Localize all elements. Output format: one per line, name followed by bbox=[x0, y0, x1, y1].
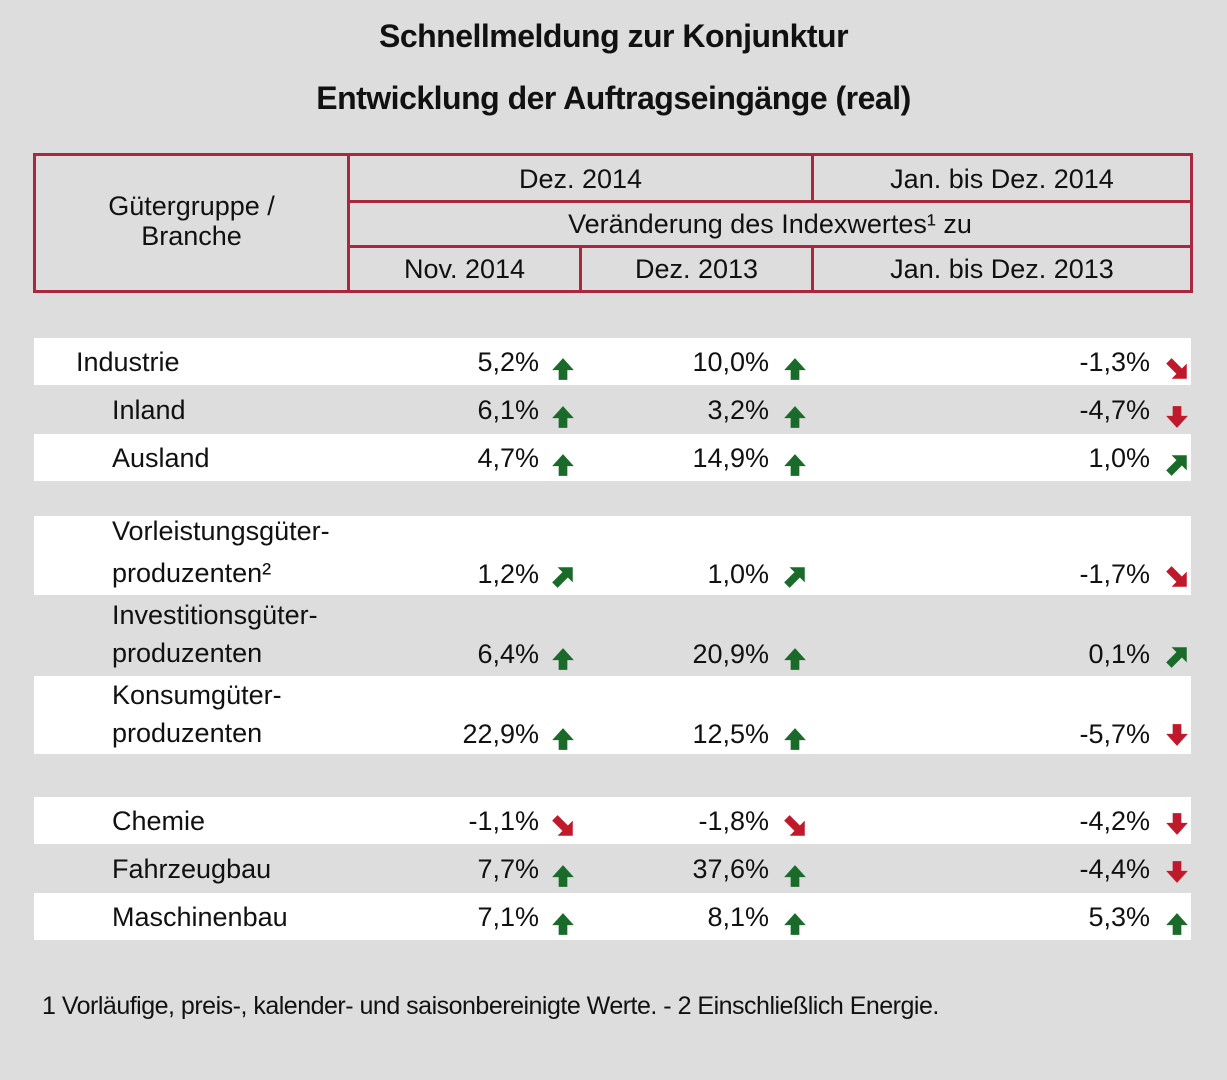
value-nov-2014: 7,7% bbox=[477, 854, 539, 884]
value-nov-2014: -1,1% bbox=[468, 806, 539, 836]
trend-up-icon bbox=[552, 913, 574, 935]
trend-down-icon bbox=[1166, 724, 1188, 746]
table-row: Industrie 5,2% 10,0% -1,3% bbox=[34, 338, 1191, 385]
page-subtitle: Entwicklung der Auftragseingänge (real) bbox=[316, 80, 911, 116]
table-header: Gütergruppe / Branche Dez. 2014 Jan. bis… bbox=[33, 153, 1193, 293]
trend-up-icon bbox=[552, 406, 574, 428]
trend-up-right-icon bbox=[1166, 647, 1187, 668]
table-row: Inland 6,1% 3,2% -4,7% bbox=[34, 386, 1191, 433]
trend-up-icon bbox=[784, 454, 806, 476]
table-row: Konsumgüter- produzenten 22,9% 12,5% -5,… bbox=[34, 676, 1191, 754]
value-dez-2013: -1,8% bbox=[698, 806, 769, 836]
row-label: Maschinenbau bbox=[112, 902, 288, 932]
trend-up-icon bbox=[552, 648, 574, 670]
trend-up-icon bbox=[552, 728, 574, 750]
value-nov-2014: 7,1% bbox=[477, 902, 539, 932]
footnote: 1 Vorläufige, preis-, kalender- und sais… bbox=[42, 992, 939, 1020]
table-row: Maschinenbau 7,1% 8,1% 5,3% bbox=[34, 893, 1191, 940]
value-year-2013: -1,7% bbox=[1079, 559, 1150, 589]
value-dez-2013: 20,9% bbox=[692, 639, 769, 669]
trend-down-icon bbox=[1166, 813, 1188, 835]
value-dez-2013: 14,9% bbox=[692, 443, 769, 473]
value-year-2013: -4,7% bbox=[1079, 395, 1150, 425]
table-row: Ausland 4,7% 14,9% 1,0% bbox=[34, 434, 1191, 481]
trend-up-right-icon bbox=[784, 567, 805, 588]
column-header-2: Dez. 2013 bbox=[634, 254, 759, 284]
trend-up-icon bbox=[552, 454, 574, 476]
value-year-2013: -4,4% bbox=[1079, 854, 1150, 884]
value-nov-2014: 5,2% bbox=[477, 347, 539, 377]
value-year-2013: -5,7% bbox=[1079, 719, 1150, 749]
trend-up-icon bbox=[784, 913, 806, 935]
trend-down-icon bbox=[1166, 861, 1188, 883]
row-label-line-2: produzenten² bbox=[112, 558, 272, 588]
trend-up-icon bbox=[1166, 913, 1188, 935]
trend-down-right-icon bbox=[1166, 358, 1187, 379]
value-dez-2013: 12,5% bbox=[692, 719, 769, 749]
column-header-1: Nov. 2014 bbox=[403, 254, 526, 284]
table-row: Vorleistungsgüter- produzenten² 1,2% 1,0… bbox=[34, 516, 1191, 595]
row-label: Ausland bbox=[112, 443, 210, 473]
trend-up-icon bbox=[784, 358, 806, 380]
period-year: Jan. bis Dez. 2014 bbox=[890, 164, 1114, 194]
trend-up-right-icon bbox=[1166, 455, 1187, 476]
page-title: Schnellmeldung zur Konjunktur bbox=[378, 18, 849, 54]
trend-down-right-icon bbox=[1166, 566, 1187, 587]
value-year-2013: -4,2% bbox=[1079, 806, 1150, 836]
row-label-line-1: Vorleistungsgüter- bbox=[112, 516, 330, 546]
value-year-2013: 5,3% bbox=[1088, 902, 1150, 932]
trend-up-icon bbox=[784, 865, 806, 887]
value-nov-2014: 6,4% bbox=[477, 639, 539, 669]
trend-down-right-icon bbox=[552, 815, 573, 836]
value-dez-2013: 1,0% bbox=[707, 559, 769, 589]
trend-up-icon bbox=[784, 728, 806, 750]
column-header-3: Jan. bis Dez. 2013 bbox=[890, 254, 1114, 284]
row-label: Industrie bbox=[76, 347, 180, 377]
value-nov-2014: 6,1% bbox=[477, 395, 539, 425]
trend-up-icon bbox=[552, 358, 574, 380]
row-label: Inland bbox=[112, 395, 186, 425]
period-current: Dez. 2014 bbox=[518, 164, 643, 194]
row-label-line-2: produzenten bbox=[112, 718, 263, 748]
value-nov-2014: 4,7% bbox=[477, 443, 539, 473]
row-label: Chemie bbox=[112, 806, 206, 836]
value-dez-2013: 10,0% bbox=[692, 347, 769, 377]
value-year-2013: 0,1% bbox=[1088, 639, 1150, 669]
value-nov-2014: 1,2% bbox=[477, 559, 539, 589]
table-row: Fahrzeugbau 7,7% 37,6% -4,4% bbox=[34, 845, 1191, 892]
value-year-2013: 1,0% bbox=[1088, 443, 1150, 473]
table-row: Investitionsgüter- produzenten 6,4% 20,9… bbox=[34, 596, 1191, 675]
row-label: Fahrzeugbau bbox=[112, 854, 272, 884]
row-label-line-2: produzenten bbox=[112, 638, 263, 668]
value-nov-2014: 22,9% bbox=[462, 719, 539, 749]
trend-down-icon bbox=[1166, 406, 1188, 428]
group-label-line-2: Branche bbox=[141, 221, 242, 251]
value-year-2013: -1,3% bbox=[1079, 347, 1150, 377]
table-row: Chemie -1,1% -1,8% -4,2% bbox=[34, 797, 1191, 844]
value-dez-2013: 3,2% bbox=[707, 395, 769, 425]
row-label-line-1: Konsumgüter- bbox=[112, 680, 282, 710]
trend-up-icon bbox=[552, 865, 574, 887]
trend-up-icon bbox=[784, 406, 806, 428]
trend-up-right-icon bbox=[552, 567, 573, 588]
value-dez-2013: 37,6% bbox=[692, 854, 769, 884]
trend-down-right-icon bbox=[784, 815, 805, 836]
change-label: Veränderung des Indexwertes¹ zu bbox=[568, 209, 972, 239]
group-label: Gütergruppe / Branche bbox=[36, 191, 347, 251]
value-dez-2013: 8,1% bbox=[707, 902, 769, 932]
group-label-line-1: Gütergruppe / bbox=[108, 191, 275, 221]
row-label-line-1: Investitionsgüter- bbox=[112, 600, 318, 630]
trend-up-icon bbox=[784, 648, 806, 670]
